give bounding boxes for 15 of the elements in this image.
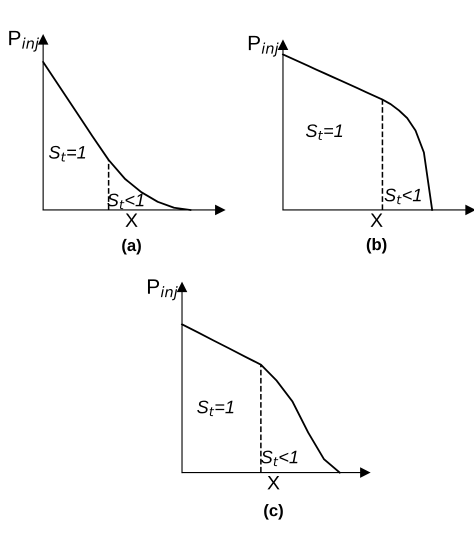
annotation: S$_{t}$=1 (48, 146, 86, 162)
annotation: S$_{t}$<1 (261, 450, 298, 466)
annotation: S$_{t}$=1 (197, 400, 234, 416)
y-axis-title: P$_{inj}$ (9, 30, 39, 52)
x-axis-title: X (370, 213, 383, 227)
text: (a) (122, 238, 141, 254)
x-axis-title: X (125, 213, 138, 227)
text: (c) (264, 504, 283, 520)
y-axis-title: P$_{inj}$ (248, 36, 279, 57)
text: (b) (366, 238, 386, 254)
annotation: S$_{t}$=1 (306, 124, 342, 140)
annotation: S$_{t}$<1 (384, 188, 421, 204)
x-axis-title: X (267, 476, 280, 490)
y-axis-title: P$_{inj}$ (148, 279, 178, 300)
annotation: S$_{t}$<1 (107, 194, 144, 210)
